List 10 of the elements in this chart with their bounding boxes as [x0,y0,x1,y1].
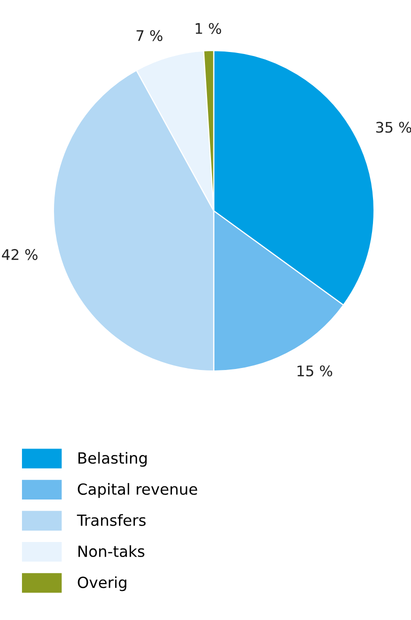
data-label: 1 % [196,22,222,34]
legend-label: Transfers [76,514,146,526]
legend-label: Capital revenue [78,483,198,498]
legend-label: Non-taks [78,545,144,558]
legend-label: Overig [78,576,126,592]
data-label: 35 % [376,122,411,133]
data-label: 15 % [298,365,332,376]
data-label: 42 % [2,249,38,260]
legend-label: Belasting [78,452,147,467]
data-label: 7 % [136,30,162,42]
